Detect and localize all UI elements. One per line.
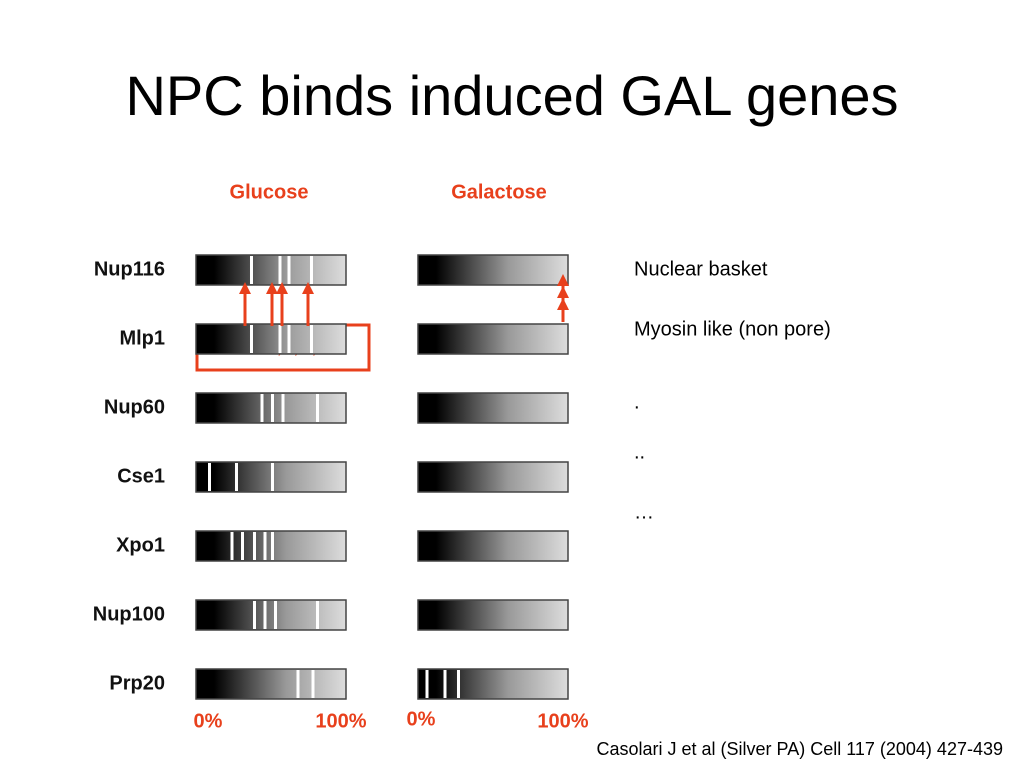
axis-label: 0% <box>194 710 223 732</box>
stripe <box>443 670 447 698</box>
axis-label: 0% <box>407 708 436 730</box>
bar <box>195 323 347 355</box>
stripe <box>250 256 253 284</box>
row-label: Prp20 <box>109 672 165 694</box>
stripe <box>263 601 267 629</box>
row-label: Nup100 <box>93 603 165 625</box>
bar <box>195 254 347 286</box>
stripe <box>310 256 313 284</box>
bar <box>417 530 569 562</box>
annotation: . <box>634 391 640 413</box>
arrows <box>239 274 569 326</box>
axis-label: 100% <box>537 710 588 732</box>
stripe <box>278 325 282 353</box>
annotation: .. <box>634 441 645 463</box>
stripe <box>263 532 267 560</box>
stripe <box>253 601 256 629</box>
bar <box>417 323 569 355</box>
stripe <box>271 532 274 560</box>
stripe <box>311 670 315 698</box>
bar <box>417 392 569 424</box>
stripe <box>274 601 277 629</box>
bar <box>417 254 569 286</box>
stripe <box>250 325 253 353</box>
row-label: Nup60 <box>104 396 165 418</box>
bar <box>417 599 569 631</box>
stripe <box>457 670 460 698</box>
annotation: Myosin like (non pore) <box>634 318 831 340</box>
bar <box>417 461 569 493</box>
stripe <box>271 463 274 491</box>
stripe <box>241 532 244 560</box>
row-label: Cse1 <box>117 465 165 487</box>
stripe <box>425 670 429 698</box>
bar <box>195 599 347 631</box>
stripe <box>260 394 264 422</box>
row-label: Mlp1 <box>119 327 165 349</box>
stripe <box>316 394 319 422</box>
stripe <box>287 325 291 353</box>
bar <box>195 668 347 700</box>
annotation: … <box>634 501 654 523</box>
slide-title: NPC binds induced GAL genes <box>125 64 898 127</box>
column-header: Galactose <box>451 181 547 203</box>
column-header: Glucose <box>230 181 309 203</box>
stripe <box>235 463 238 491</box>
stripe <box>230 532 234 560</box>
stripe <box>281 394 285 422</box>
row-label: Nup116 <box>94 258 165 280</box>
stripe <box>253 532 256 560</box>
stripe <box>316 601 319 629</box>
stripe <box>271 394 274 422</box>
row-label: Xpo1 <box>116 534 165 556</box>
stripe <box>296 670 300 698</box>
stripe <box>310 325 313 353</box>
annotation: Nuclear basket <box>634 258 768 280</box>
bar <box>417 668 569 700</box>
citation: Casolari J et al (Silver PA) Cell 117 (2… <box>596 739 1003 759</box>
stripe <box>287 256 291 284</box>
stripe <box>278 256 282 284</box>
stripe <box>208 463 211 491</box>
axis-label: 100% <box>315 710 366 732</box>
